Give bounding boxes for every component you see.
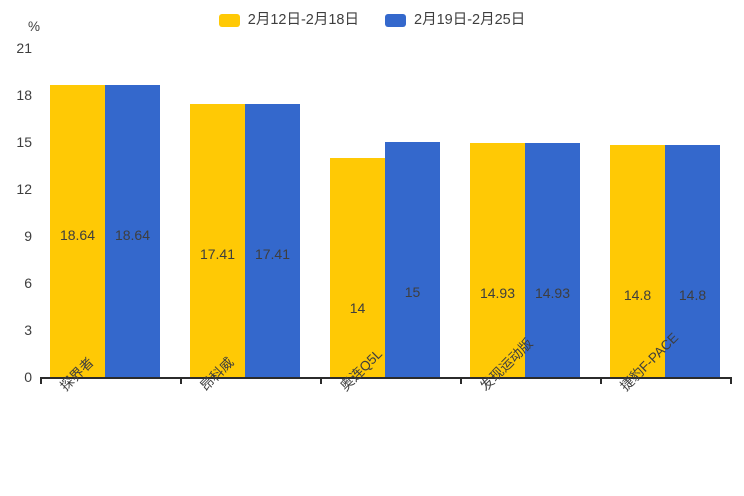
bar-series-0[interactable]: 17.41 <box>190 104 245 377</box>
y-axis-tick-label: 0 <box>24 369 32 385</box>
y-axis-tick-label: 15 <box>16 134 32 150</box>
legend-label-series-0: 2月12日-2月18日 <box>247 11 359 28</box>
y-axis-unit-label: % <box>28 19 41 34</box>
bar-value-label: 14.93 <box>479 285 516 302</box>
y-axis-tick-label: 12 <box>16 181 32 197</box>
bar-series-0[interactable]: 18.64 <box>50 84 105 377</box>
x-axis-tick <box>320 377 322 384</box>
bar-group: 14 15 <box>330 0 440 377</box>
bar-series-1[interactable]: 15 <box>385 142 440 377</box>
legend-item-series-1[interactable]: 2月19日-2月25日 <box>385 13 525 28</box>
y-axis-tick-label: 18 <box>16 87 32 103</box>
bar-value-label: 18.64 <box>114 226 151 243</box>
y-axis-tick-label: 3 <box>24 322 32 338</box>
bar-value-label: 18.64 <box>59 226 96 243</box>
bar-series-1[interactable]: 18.64 <box>105 84 160 377</box>
bar-group: 14.93 14.93 <box>470 0 580 377</box>
x-axis-tick <box>600 377 602 384</box>
y-axis-tick-label: 9 <box>24 228 32 244</box>
bar-group: 14.8 14.8 <box>610 0 720 377</box>
x-axis-tick <box>730 377 732 384</box>
bar-value-label: 14 <box>349 299 366 316</box>
bar-value-label: 17.41 <box>199 246 236 263</box>
bar-value-label: 14.8 <box>623 287 652 304</box>
y-axis-tick-label: 6 <box>24 275 32 291</box>
legend-swatch-series-0 <box>218 13 240 27</box>
x-axis-line <box>40 377 730 379</box>
x-axis-tick <box>40 377 42 384</box>
x-axis-tick <box>180 377 182 384</box>
chart-legend: 2月12日-2月18日 2月19日-2月25日 <box>0 8 744 32</box>
bar-series-1[interactable]: 14.8 <box>665 145 720 377</box>
legend-swatch-series-1 <box>385 13 406 27</box>
bar-value-label: 15 <box>404 284 421 300</box>
bar-series-0[interactable]: 14.8 <box>610 145 665 377</box>
y-axis-tick-label: 21 <box>16 40 32 56</box>
bar-group: 18.64 18.64 <box>50 0 160 377</box>
bar-value-label: 17.41 <box>254 246 291 263</box>
bar-series-0[interactable]: 14.93 <box>470 143 525 377</box>
bar-group: 17.41 17.41 <box>190 0 300 377</box>
x-axis-tick <box>460 377 462 384</box>
bar-series-0[interactable]: 14 <box>330 157 385 377</box>
legend-label-series-1: 2月19日-2月25日 <box>414 11 526 28</box>
legend-item-series-0[interactable]: 2月12日-2月18日 <box>218 11 359 28</box>
bar-value-label: 14.8 <box>678 287 707 304</box>
bar-series-1[interactable]: 17.41 <box>245 104 300 377</box>
plot-area: 18.64 18.64 17.41 17.41 14 15 14.93 14.93 14.8 14… <box>50 0 720 377</box>
bar-value-label: 14.93 <box>534 285 571 302</box>
bar-series-1[interactable]: 14.93 <box>525 143 580 377</box>
